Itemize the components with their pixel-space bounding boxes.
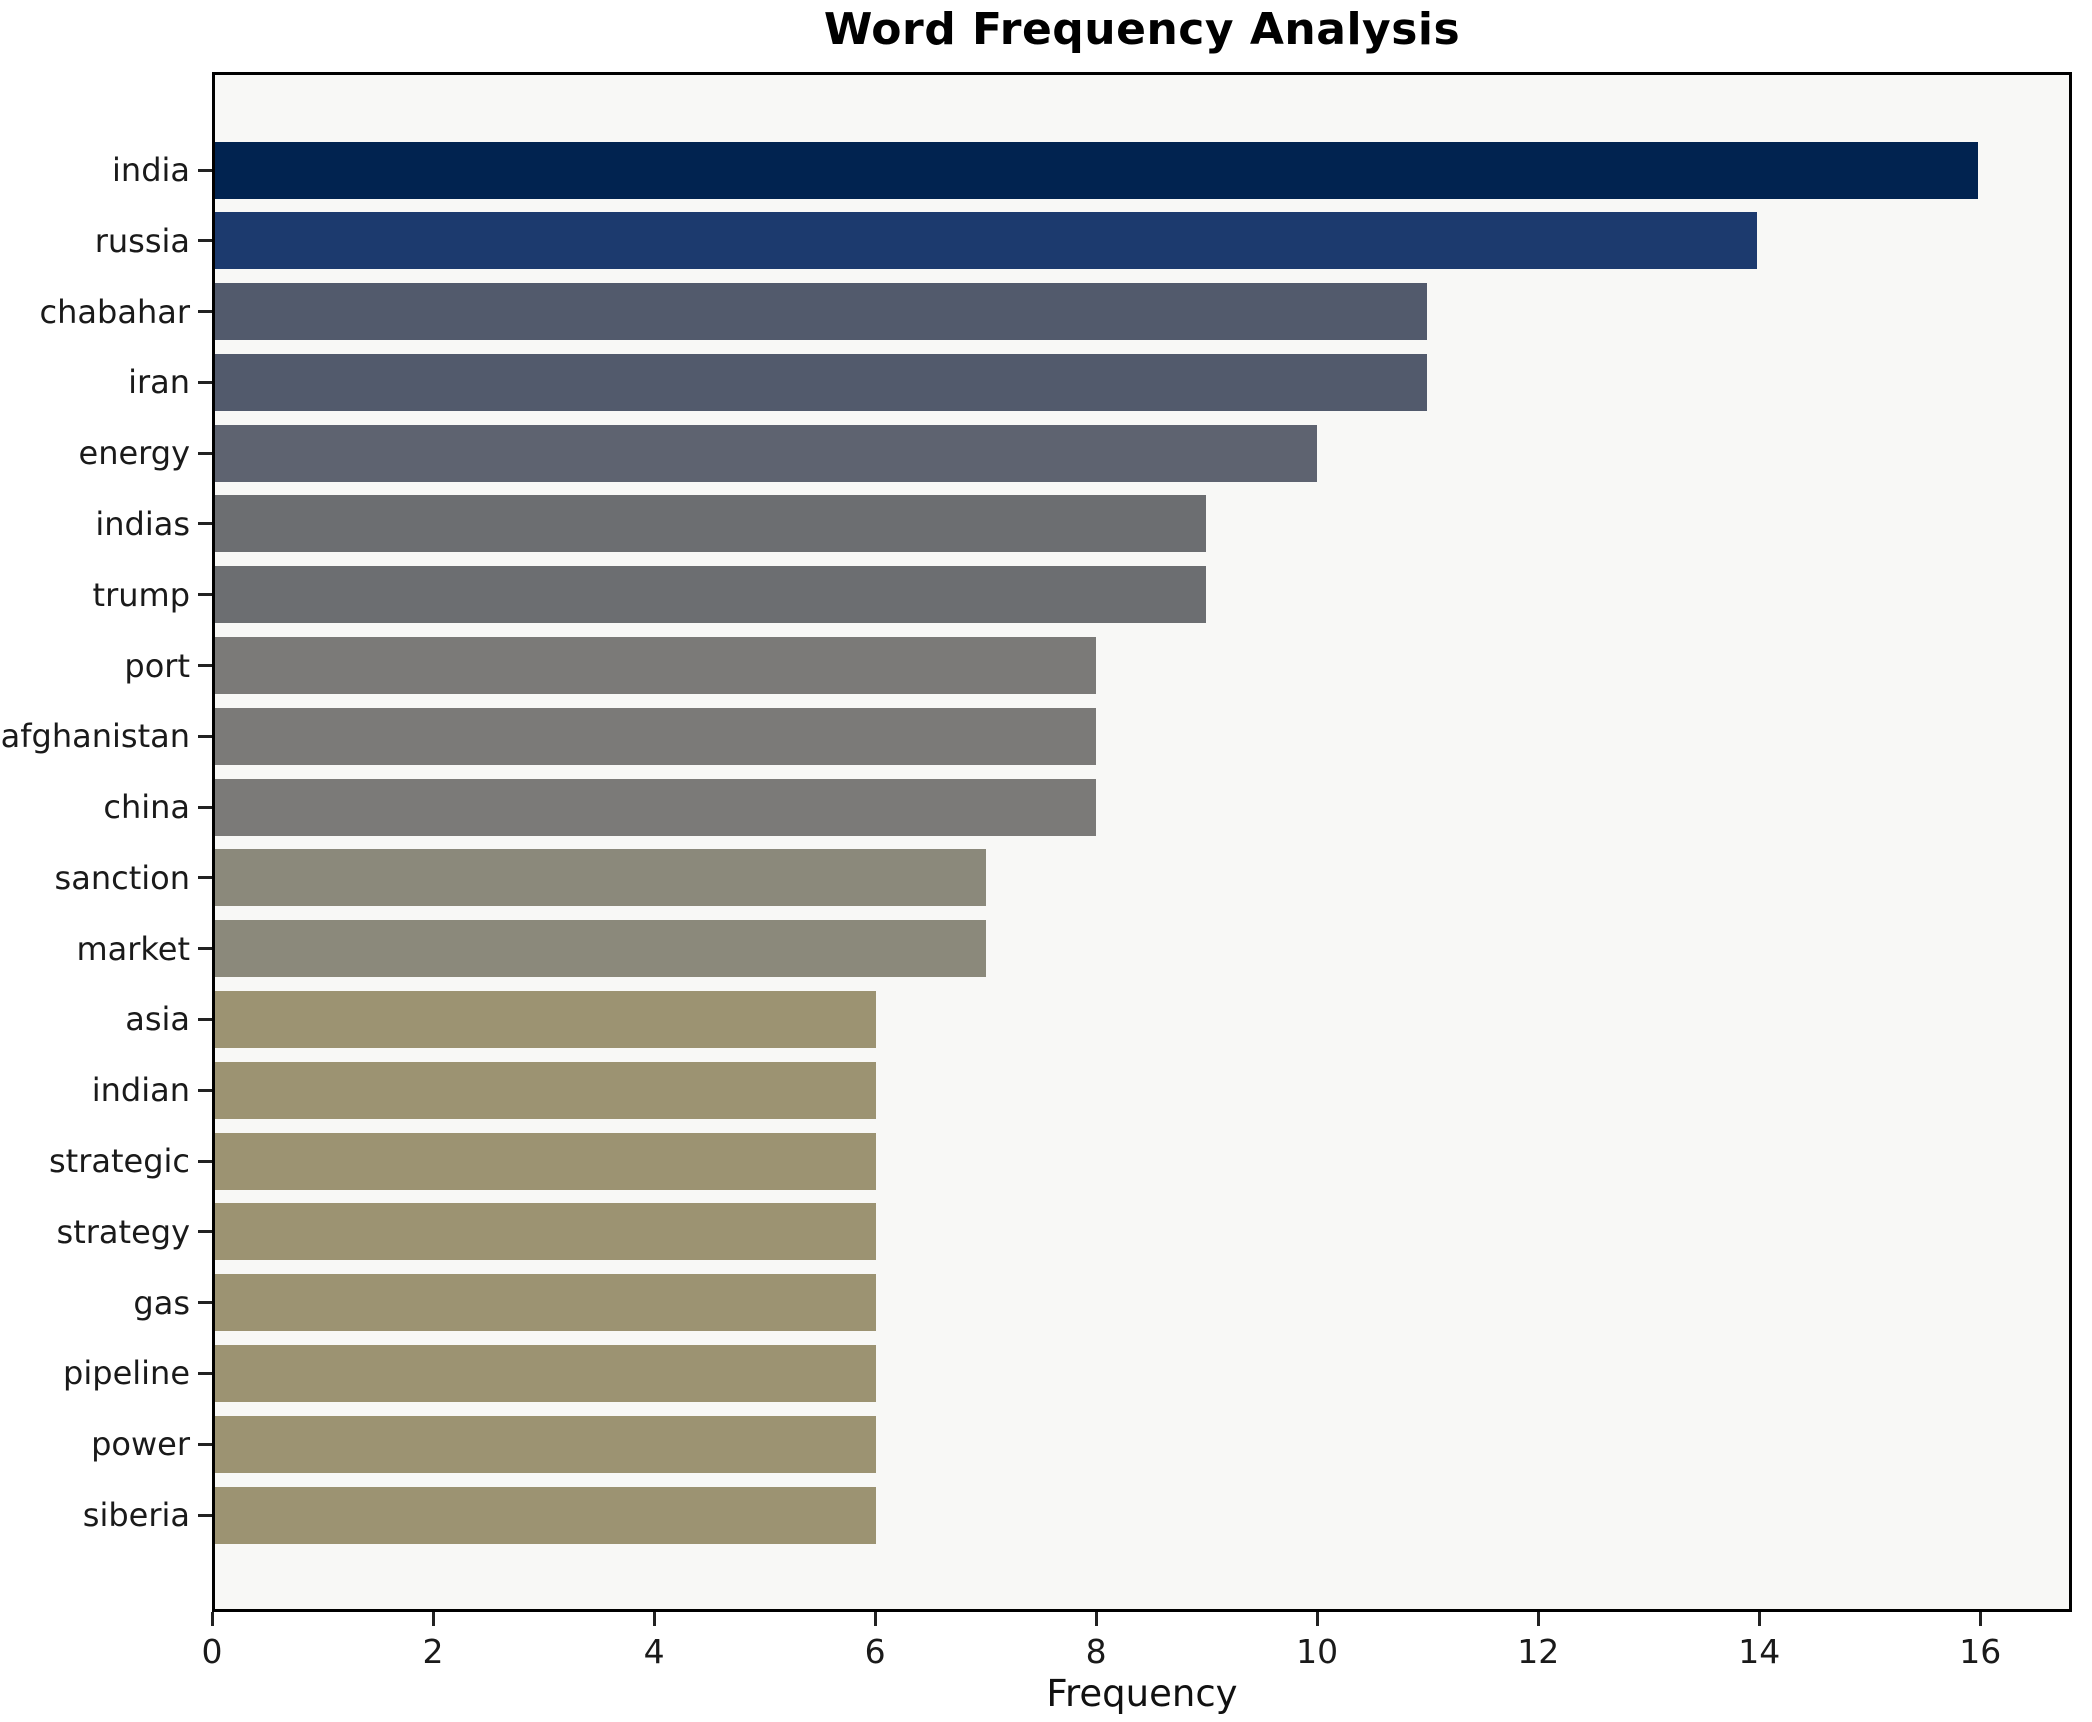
- y-tick-label-power: power: [91, 1425, 190, 1464]
- y-tick-label-indian: indian: [91, 1071, 190, 1110]
- y-tick-mark: [198, 310, 212, 314]
- x-tick-label-4: 4: [643, 1632, 665, 1671]
- y-tick-label-gas: gas: [133, 1283, 190, 1322]
- chart-title: Word Frequency Analysis: [823, 4, 1461, 55]
- y-tick-mark: [198, 1371, 212, 1375]
- y-tick-label-market: market: [76, 929, 190, 968]
- y-tick-label-sanction: sanction: [54, 858, 190, 897]
- x-axis-label: Frequency: [1046, 1672, 1238, 1715]
- y-tick-mark: [198, 239, 212, 243]
- y-tick-mark: [198, 1017, 212, 1021]
- y-tick-mark: [198, 876, 212, 880]
- y-tick-label-trump: trump: [92, 575, 190, 614]
- bar-asia: [215, 990, 876, 1048]
- y-tick-mark: [198, 1301, 212, 1305]
- y-tick-mark: [198, 947, 212, 951]
- bar-iran: [215, 353, 1427, 411]
- bar-port: [215, 637, 1097, 695]
- plot-area: [212, 72, 2072, 1612]
- y-tick-mark: [198, 168, 212, 172]
- x-tick-label-8: 8: [1085, 1632, 1107, 1671]
- y-tick-mark: [198, 522, 212, 526]
- y-tick-mark: [198, 593, 212, 597]
- x-tick-mark: [1536, 1612, 1540, 1626]
- x-tick-label-10: 10: [1296, 1632, 1339, 1671]
- bar-trump: [215, 566, 1207, 624]
- bar-market: [215, 920, 987, 978]
- y-tick-mark: [198, 380, 212, 384]
- bar-indias: [215, 495, 1207, 553]
- bar-chabahar: [215, 283, 1427, 341]
- y-tick-label-china: china: [103, 788, 190, 827]
- y-tick-mark: [198, 664, 212, 668]
- x-tick-mark: [1978, 1612, 1982, 1626]
- bar-gas: [215, 1274, 876, 1332]
- bar-india: [215, 141, 1978, 199]
- x-tick-label-2: 2: [422, 1632, 444, 1671]
- y-tick-label-port: port: [124, 646, 190, 685]
- y-tick-label-pipeline: pipeline: [63, 1354, 190, 1393]
- y-tick-mark: [198, 805, 212, 809]
- y-tick-label-siberia: siberia: [82, 1496, 190, 1534]
- bar-energy: [215, 424, 1317, 482]
- bar-sanction: [215, 849, 987, 907]
- x-tick-label-14: 14: [1738, 1632, 1781, 1671]
- bar-russia: [215, 212, 1758, 270]
- x-tick-mark: [652, 1612, 656, 1626]
- x-tick-label-16: 16: [1959, 1632, 2002, 1671]
- y-tick-mark: [198, 1442, 212, 1446]
- y-tick-mark: [198, 1230, 212, 1234]
- y-tick-label-strategic: strategic: [48, 1142, 190, 1181]
- bar-indian: [215, 1061, 876, 1119]
- x-tick-label-6: 6: [864, 1632, 886, 1671]
- y-tick-label-chabahar: chabahar: [39, 292, 190, 331]
- y-tick-label-indias: indias: [95, 504, 190, 543]
- y-tick-mark: [198, 734, 212, 738]
- bar-china: [215, 778, 1097, 836]
- x-tick-mark: [1094, 1612, 1098, 1626]
- x-tick-mark: [1315, 1612, 1319, 1626]
- y-tick-label-strategy: strategy: [56, 1212, 190, 1251]
- y-tick-label-russia: russia: [94, 221, 190, 260]
- bar-afghanistan: [215, 707, 1097, 765]
- y-tick-label-india: india: [112, 151, 190, 189]
- x-tick-label-12: 12: [1517, 1632, 1560, 1671]
- bar-siberia: [215, 1486, 876, 1544]
- bar-strategy: [215, 1203, 876, 1261]
- y-tick-label-iran: iran: [128, 363, 190, 402]
- x-tick-mark: [1757, 1612, 1761, 1626]
- y-tick-mark: [198, 1513, 212, 1517]
- x-tick-label-0: 0: [201, 1632, 223, 1671]
- y-tick-label-energy: energy: [78, 434, 191, 473]
- x-tick-mark: [431, 1612, 435, 1626]
- y-tick-mark: [198, 1088, 212, 1092]
- y-tick-label-afghanistan: afghanistan: [0, 717, 190, 756]
- y-tick-label-asia: asia: [125, 1000, 190, 1039]
- x-tick-mark: [873, 1612, 877, 1626]
- bar-power: [215, 1415, 876, 1473]
- bar-pipeline: [215, 1344, 876, 1402]
- x-tick-mark: [210, 1612, 214, 1626]
- bar-strategic: [215, 1132, 876, 1190]
- y-tick-mark: [198, 451, 212, 455]
- y-tick-mark: [198, 1159, 212, 1163]
